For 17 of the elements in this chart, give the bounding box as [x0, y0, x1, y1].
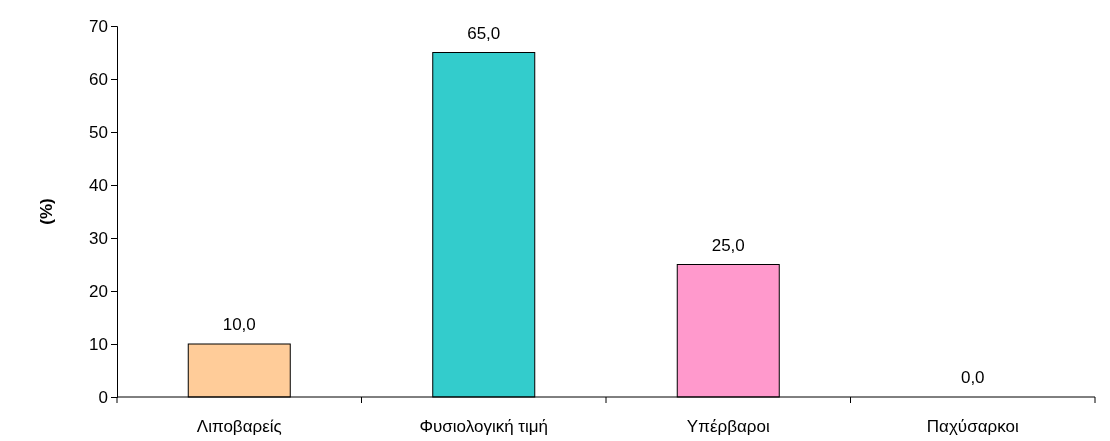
y-tick-label: 70 [89, 16, 108, 36]
data-label: 10,0 [222, 315, 256, 334]
y-tick-label: 60 [89, 69, 108, 89]
x-tick-label: Παχύσαρκοι [926, 417, 1019, 436]
y-tick-label: 10 [89, 334, 108, 354]
y-axis-title: (%) [37, 198, 56, 225]
y-tick-label: 30 [89, 228, 108, 248]
data-label: 25,0 [711, 235, 745, 255]
x-tick-label: Υπέρβαροι [686, 417, 770, 436]
y-tick-label: 50 [89, 122, 108, 142]
y-tick-label: 40 [89, 175, 108, 195]
data-label: 0,0 [960, 368, 985, 387]
x-tick-label: Φυσιολογική τιμή [419, 417, 549, 436]
y-tick-label: 0 [98, 387, 108, 407]
y-tick-label: 20 [89, 281, 108, 301]
x-tick-label: Λιποβαρείς [196, 417, 282, 436]
data-label: 65,0 [467, 23, 501, 43]
